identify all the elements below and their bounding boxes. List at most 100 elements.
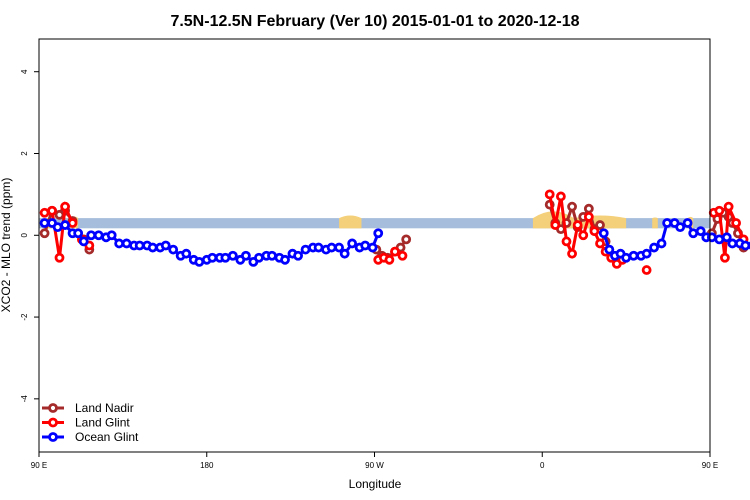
data-point [740,240,750,251]
data-point [39,207,50,218]
data-point [656,238,667,249]
data-point [595,220,605,230]
data-point [300,244,311,255]
data-point [134,240,145,251]
data-point [628,250,639,261]
data-point [641,265,652,275]
data-point [339,248,350,259]
data-point [194,256,205,267]
data-point [714,234,725,245]
data-point [390,246,400,257]
y-tick-label: 4 [20,69,29,74]
data-point [254,252,264,263]
data-point [93,230,104,241]
y-axis-label: XCO2 - MLO trend (ppm) [0,178,13,313]
data-point [227,250,238,261]
data-point [114,238,125,249]
series-layer [39,189,750,275]
legend-item: Land Nadir [42,401,134,415]
data-point [583,203,594,214]
data-point [604,244,615,255]
data-point [280,254,290,265]
data-point [567,201,577,212]
y-tick-label: -4 [20,395,29,403]
data-point [207,252,218,263]
data-point [731,218,741,228]
data-point [181,248,192,259]
data-point [367,242,378,253]
legend-label: Ocean Glint [75,430,139,444]
ocean-band [39,218,710,229]
data-point [60,220,70,230]
legend-marker [48,403,58,413]
data-point [578,230,589,241]
data-point [334,242,344,253]
data-point [121,238,132,249]
data-point [347,238,358,249]
x-axis-label: Longitude [349,477,402,491]
data-point [662,218,673,228]
data-point [160,240,171,251]
chart-title: 7.5N-12.5N February (Ver 10) 2015-01-01 … [170,13,579,30]
data-point [168,244,179,255]
y-axis: -4 -2 0 2 4 [20,69,39,402]
data-point [721,232,732,243]
series-ocean-glint [39,218,750,267]
series-land-glint [39,189,749,275]
data-point [147,242,158,253]
data-point [384,254,395,265]
data-point [682,218,693,228]
legend-marker [48,432,58,442]
data-point [675,222,686,232]
data-point [695,226,706,237]
data-point [561,236,572,247]
data-point [47,205,57,216]
data-point [60,201,70,212]
legend-label: Land Nadir [75,401,134,415]
y-tick-label: -2 [20,313,29,321]
y-tick-label: 0 [20,233,29,238]
land-area [339,215,362,229]
data-point [106,230,117,241]
legend-marker [48,417,58,428]
data-point [67,218,78,228]
x-tick-label: 180 [200,461,214,470]
data-point [293,250,303,261]
data-point [550,220,561,230]
y-tick-label: 2 [20,151,29,156]
land-area [652,217,658,229]
legend-item: Land Glint [42,416,130,430]
data-point [688,228,699,239]
legend-label: Land Glint [75,416,130,430]
data-point [39,228,50,239]
data-point [401,234,412,245]
data-point [723,201,734,212]
data-point [727,238,738,249]
x-tick-label: 90 W [365,461,384,470]
data-point [589,226,600,237]
data-point [583,211,594,222]
data-point [598,228,609,239]
data-point [240,250,251,261]
data-point [649,242,659,253]
data-point [567,248,577,259]
legend-item: Ocean Glint [42,430,139,444]
plot-background [39,211,710,229]
data-point [572,220,583,230]
data-point [220,252,231,263]
data-point [641,248,652,259]
data-point [73,228,84,239]
x-axis: 90 E 180 90 W 0 90 E [31,452,718,470]
x-tick-label: 90 E [702,461,718,470]
data-point [86,230,97,241]
data-point [595,238,605,249]
data-point [714,205,725,216]
data-point [78,236,89,247]
data-point [39,218,50,228]
data-point [313,242,324,253]
x-tick-label: 0 [540,461,545,470]
data-point [720,252,730,263]
data-point [326,242,337,253]
